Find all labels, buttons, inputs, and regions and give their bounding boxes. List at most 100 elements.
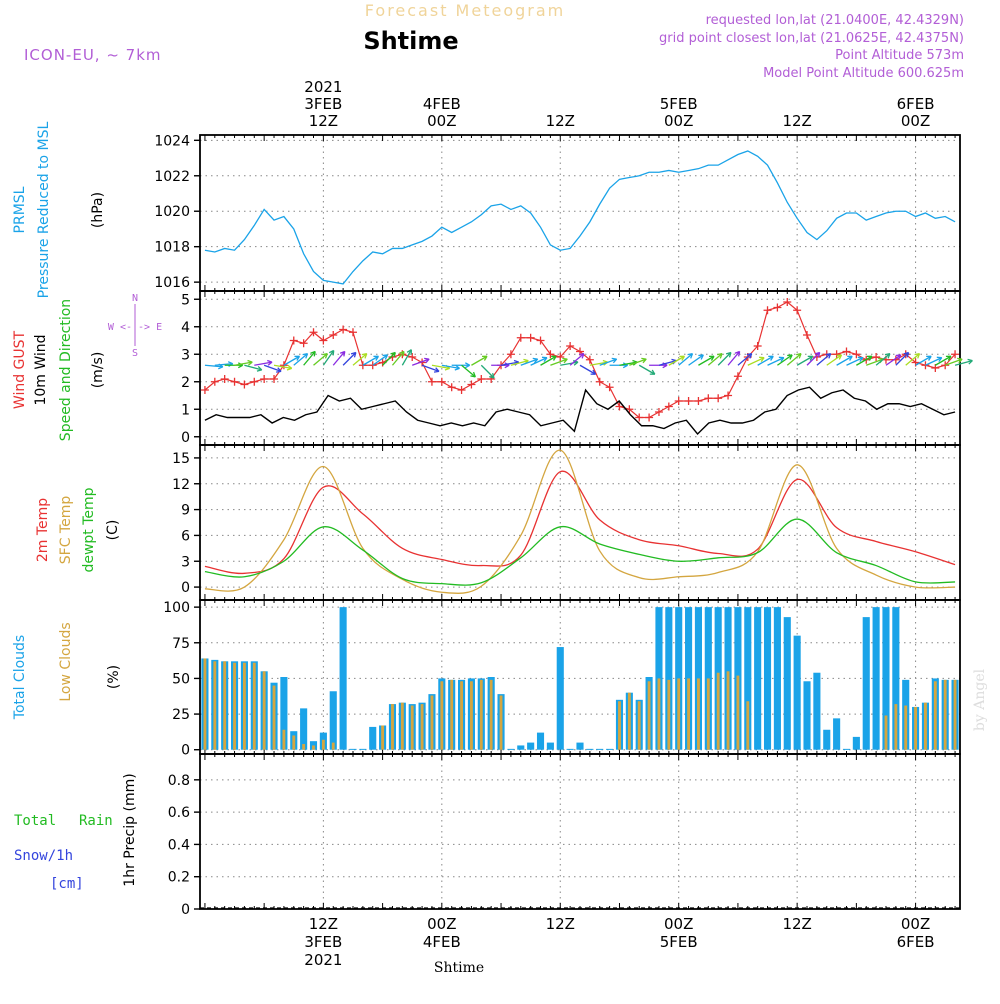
- snow-label: Snow/1h: [14, 848, 73, 864]
- top-time-label: 00Z: [427, 112, 456, 130]
- low-cloud-bar: [933, 681, 937, 750]
- gust-marker: [852, 350, 861, 359]
- precip-unit: 1hr Precip (mm): [122, 773, 138, 886]
- wind-arrow: [737, 353, 753, 366]
- gust-marker: [348, 328, 357, 337]
- wind-arrow-head: [541, 356, 548, 363]
- gust-marker: [931, 364, 940, 372]
- gust-marker: [447, 383, 456, 392]
- gust-marker: [724, 391, 733, 400]
- wind-arrow-head: [787, 354, 793, 360]
- gust-line: [204, 301, 956, 419]
- low-cloud-bar: [697, 678, 700, 750]
- snow-unit-label: [cm]: [50, 876, 84, 892]
- wind-arrow-head: [399, 350, 405, 357]
- wind-speed-line: [204, 386, 956, 436]
- wind-arrow: [480, 364, 495, 379]
- low-cloud-bar: [627, 692, 631, 750]
- low-cloud-bar: [746, 701, 750, 750]
- y-tick-label: 0.4: [168, 837, 190, 853]
- gust-marker: [546, 350, 555, 359]
- bottom-time-label: 12Z: [309, 915, 338, 933]
- gust-marker: [408, 353, 417, 361]
- gust-marker: [803, 331, 812, 339]
- wind-arrow: [550, 358, 568, 366]
- low-cloud-bar: [924, 702, 927, 750]
- panel-frame: [199, 753, 961, 910]
- wind-arrow: [234, 361, 253, 366]
- bottom-time-label: 12Z: [546, 915, 575, 933]
- low-cloud-bar: [233, 662, 236, 750]
- low-cloud-bar: [914, 706, 918, 750]
- wind-arrow: [421, 364, 440, 373]
- total-cloud-bar: [339, 607, 347, 750]
- wind-arrow-head: [551, 355, 557, 361]
- total-cloud-bar: [892, 607, 900, 750]
- wind-arrow-head: [267, 359, 273, 366]
- wind-arrow: [322, 350, 335, 366]
- wind-arrow: [658, 359, 677, 366]
- total-cloud-bar: [872, 607, 880, 750]
- top-time-label: 12Z: [546, 112, 575, 130]
- gust-marker: [516, 333, 525, 342]
- wind-arrow-head: [807, 355, 814, 361]
- gust-marker: [220, 375, 229, 383]
- wind-label: 10m Wind: [33, 334, 49, 405]
- wind-arrow: [342, 352, 357, 366]
- gust-marker: [260, 375, 269, 383]
- low-cloud-bar: [450, 679, 454, 750]
- wind-arrow-head: [433, 367, 440, 373]
- compass-n: N: [132, 293, 138, 304]
- temperature-panel: 0 3 6 9 12 15: [172, 444, 961, 601]
- sfctemp-label: SFC Temp: [58, 496, 74, 565]
- gust-marker: [487, 375, 496, 383]
- low-cloud-bar: [657, 678, 661, 750]
- wind-arrow: [796, 355, 814, 366]
- wind-arrow-head: [945, 355, 952, 361]
- low-cloud-bar: [716, 672, 720, 750]
- gust-marker: [704, 394, 713, 403]
- total-cloud-bar: [754, 607, 762, 750]
- y-tick-label: 15: [172, 451, 190, 467]
- wind-arrow: [303, 351, 316, 366]
- bottom-time-label: 5FEB: [660, 933, 698, 951]
- total-cloud-bar: [507, 748, 515, 750]
- wind-arrow: [806, 352, 821, 366]
- total-cloud-bar: [606, 748, 614, 750]
- gust-marker: [842, 347, 851, 356]
- gust-marker: [270, 375, 279, 383]
- wind-arrow: [698, 355, 715, 366]
- wind-arrow: [856, 355, 873, 366]
- gust-marker: [368, 361, 377, 370]
- low-cloud-bar: [904, 705, 908, 750]
- wind-arrow: [629, 358, 647, 366]
- low-cloud-bar: [943, 679, 947, 750]
- total-cloud-bar: [527, 742, 535, 750]
- wind-arrow: [530, 357, 548, 366]
- gust-marker: [566, 342, 575, 350]
- gust-marker: [694, 397, 703, 405]
- wind-arrow-head: [759, 356, 765, 363]
- y-tick-label: 0: [181, 580, 190, 596]
- wind-arrow-head: [382, 354, 389, 360]
- wind-arrow-head: [424, 357, 430, 364]
- gust-marker: [684, 397, 693, 405]
- low-cloud-bar: [420, 704, 424, 750]
- watermark: by Angel: [972, 668, 988, 731]
- gust-marker: [872, 353, 881, 361]
- bottom-time-label: 2021: [304, 951, 342, 969]
- wind-arrow: [569, 353, 585, 366]
- low-cloud-bar: [706, 678, 710, 750]
- wind-arrow: [411, 358, 430, 366]
- total-cloud-bar: [329, 691, 337, 750]
- wind-arrow: [500, 361, 519, 366]
- wind-arrow-head: [373, 355, 380, 361]
- wind-arrow: [688, 354, 704, 366]
- wind-arrow-head: [866, 355, 873, 361]
- wind-arrow: [332, 351, 346, 366]
- wind-arrow: [560, 361, 579, 366]
- wind-arrow: [717, 352, 732, 366]
- low-cloud-bar: [292, 735, 296, 750]
- wind-arrow: [826, 354, 842, 366]
- wind-arrow: [836, 355, 853, 366]
